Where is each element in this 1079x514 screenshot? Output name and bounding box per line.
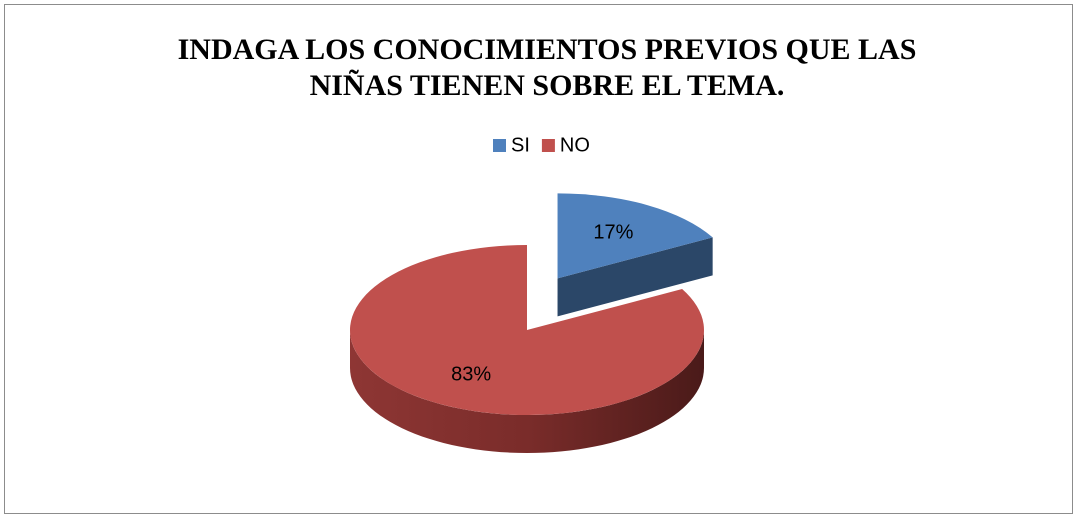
slice-side (350, 330, 704, 453)
slice (557, 193, 713, 279)
legend-label: SI (511, 134, 530, 156)
legend-label: NO (560, 134, 590, 156)
data-label: 83% (451, 364, 491, 386)
legend-swatch (541, 139, 555, 152)
data-label: 17% (593, 221, 633, 243)
chart-title: INDAGA LOS CONOCIMIENTOS PREVIOS QUE LAS… (177, 33, 917, 102)
slice-side (557, 237, 713, 317)
slice (350, 245, 705, 416)
legend-swatch (493, 139, 506, 152)
